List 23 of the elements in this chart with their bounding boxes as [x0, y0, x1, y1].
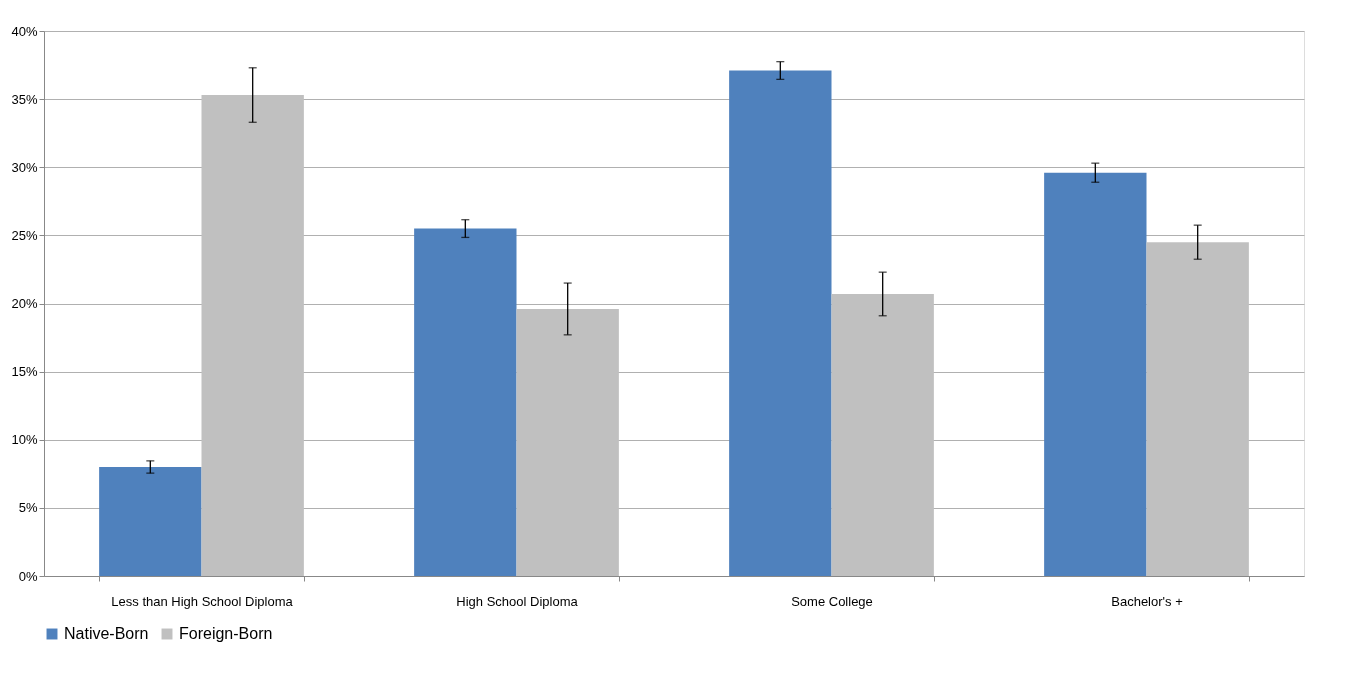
y-tick-label: 15% [11, 364, 38, 380]
y-tick-label: 25% [11, 227, 38, 243]
bar [414, 228, 517, 576]
bar [831, 293, 934, 576]
x-tick-label: Less than High School Diploma [111, 593, 294, 609]
legend-label: Foreign-Born [179, 625, 273, 642]
y-tick-label: 20% [11, 296, 38, 311]
legend-label: Native-Born [64, 625, 149, 642]
y-tick-label: 0% [18, 568, 38, 584]
bar [99, 467, 202, 576]
x-tick-label: Some College [791, 593, 873, 609]
x-tick-label: Bachelor's + [1111, 593, 1183, 609]
y-tick-label: 5% [18, 500, 38, 516]
bar [1044, 172, 1147, 576]
y-tick-label: 10% [11, 432, 38, 448]
bar [1146, 242, 1249, 576]
y-tick-label: 40% [11, 23, 38, 39]
bar [201, 95, 304, 576]
y-tick-label: 35% [11, 91, 38, 107]
y-tick-label: 30% [11, 159, 38, 175]
bar [729, 70, 832, 576]
x-tick-label: High School Diploma [456, 593, 579, 609]
bar [516, 308, 619, 576]
